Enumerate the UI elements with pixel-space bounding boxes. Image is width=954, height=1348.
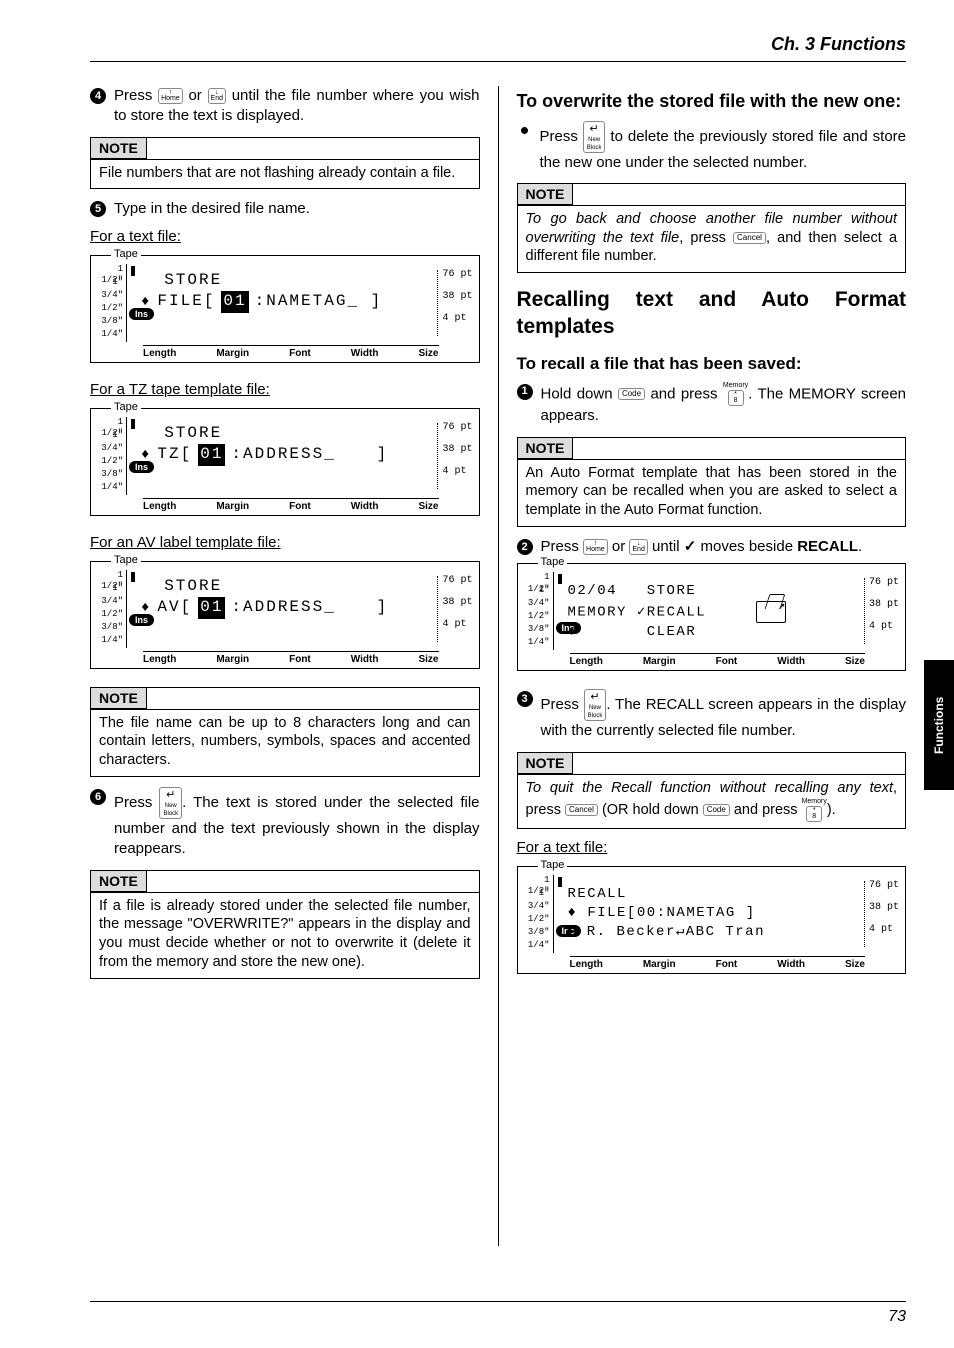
heading-overwrite: To overwrite the stored file with the ne…	[517, 90, 907, 113]
note-body: To go back and choose another file numbe…	[518, 206, 906, 273]
code-key: Code	[618, 388, 645, 400]
text: until	[652, 538, 680, 555]
step-num-1: 1	[517, 384, 533, 400]
note-box-quit: NOTE To quit the Recall function without…	[517, 752, 907, 829]
header-rule	[90, 61, 906, 62]
lcd-recall: Tape 1 1/2"1"3/4"1/2"3/8"1/4" Ins RECALL…	[517, 866, 907, 974]
left-column: 4 Press ↑Home or ↓End until the file num…	[90, 86, 480, 1246]
side-tab-functions: Functions	[924, 660, 954, 790]
text: and press	[650, 385, 717, 402]
chapter-header: Ch. 3 Functions	[90, 34, 906, 55]
enter-key: ↵NewBlock	[584, 689, 607, 721]
note-label: NOTE	[91, 138, 147, 159]
step-5: 5 Type in the desired file name.	[90, 199, 480, 219]
step-4: 4 Press ↑Home or ↓End until the file num…	[90, 86, 480, 127]
text: Type in the desired file name.	[114, 199, 310, 219]
bullet-overwrite: Press ↵NewBlock to delete the previously…	[517, 121, 907, 173]
bullet-dot	[521, 127, 528, 134]
step-num-3: 3	[517, 691, 533, 707]
note-body: File numbers that are not flashing alrea…	[91, 160, 479, 189]
right-column: To overwrite the stored file with the ne…	[517, 86, 907, 1246]
step-num-2: 2	[517, 539, 533, 555]
text: Press	[114, 87, 152, 104]
subhead-av: For an AV label template file:	[90, 534, 480, 551]
lcd-store-av: Tape 1 1/2"1"3/4"1/2"3/8"1/4" Ins STORE …	[90, 561, 480, 669]
lcd-content: STORE ♦ FILE[01:NAMETAG_ ]	[141, 270, 429, 313]
end-key: ↓End	[208, 88, 226, 105]
star8-key: *8	[728, 390, 744, 407]
note-body: If a file is already stored under the se…	[91, 893, 479, 978]
subhead-text-file-r: For a text file:	[517, 839, 907, 856]
step-6: 6 Press ↵NewBlock. The text is stored un…	[90, 787, 480, 860]
text: Press	[541, 696, 579, 713]
footer-rule	[90, 1301, 906, 1302]
step-num-6: 6	[90, 789, 106, 805]
note-body: An Auto Format template that has been st…	[518, 460, 906, 527]
note-box-3: NOTE If a file is already stored under t…	[90, 870, 480, 979]
cancel-key: Cancel	[565, 804, 598, 816]
subhead-text-file: For a text file:	[90, 228, 480, 245]
text: Hold down	[541, 385, 613, 402]
note-box-goback: NOTE To go back and choose another file …	[517, 183, 907, 274]
page-number: 73	[888, 1308, 906, 1326]
tape-scale: 1 1/2"1"3/4" 1/2"3/8"1/4"	[95, 264, 127, 342]
subhead-tz: For a TZ tape template file:	[90, 381, 480, 398]
step-num-4: 4	[90, 88, 106, 104]
lcd-store-tz: Tape 1 1/2"1"3/4"1/2"3/8"1/4" Ins STORE …	[90, 408, 480, 516]
open-file-icon: ↗	[756, 601, 786, 623]
tape-label: Tape	[111, 401, 141, 413]
note-body: The file name can be up to 8 characters …	[91, 710, 479, 777]
lcd-memory: Tape 1 1/2"1"3/4"1/2"3/8"1/4" Ins 02/04 …	[517, 563, 907, 671]
star8-key: *8	[806, 806, 822, 823]
tape-label: Tape	[538, 556, 568, 568]
heading-recall-saved: To recall a file that has been saved:	[517, 354, 907, 374]
enter-key: ↵NewBlock	[583, 121, 606, 153]
enter-key: ↵NewBlock	[159, 787, 182, 819]
column-divider	[498, 86, 499, 1246]
code-key: Code	[703, 804, 730, 816]
cancel-key: Cancel	[733, 232, 766, 244]
tape-label: Tape	[538, 859, 568, 871]
pt-scale: 76 pt38 pt4 pt	[437, 270, 472, 336]
text: Press	[114, 794, 152, 811]
text: or	[612, 538, 625, 555]
note-label: NOTE	[518, 753, 574, 774]
step-r3: 3 Press ↵NewBlock. The RECALL screen app…	[517, 689, 907, 741]
check-icon: ✓	[684, 538, 697, 555]
note-label: NOTE	[91, 871, 147, 892]
text: or	[188, 87, 201, 104]
text: Press	[540, 127, 578, 144]
note-box-2: NOTE The file name can be up to 8 charac…	[90, 687, 480, 778]
tape-label: Tape	[111, 248, 141, 260]
text-recall: RECALL	[797, 538, 858, 555]
lcd-bottom: LengthMarginFontWidthSize	[143, 345, 439, 359]
end-key: ↓End	[629, 539, 647, 556]
note-label: NOTE	[91, 688, 147, 709]
lcd-store-file: Tape 1 1/2"1"3/4" 1/2"3/8"1/4" Ins STORE…	[90, 255, 480, 363]
home-key: ↑Home	[158, 88, 183, 105]
step-num-5: 5	[90, 201, 106, 217]
note-box-auto: NOTE An Auto Format template that has be…	[517, 437, 907, 528]
text: Press	[541, 538, 579, 555]
tape-label: Tape	[111, 554, 141, 566]
note-box-1: NOTE File numbers that are not flashing …	[90, 137, 480, 190]
note-label: NOTE	[518, 184, 574, 205]
step-r2: 2 Press ↑Home or ↓End until ✓ moves besi…	[517, 537, 907, 557]
home-key: ↑Home	[583, 539, 608, 556]
note-body: To quit the Recall function without reca…	[518, 775, 906, 828]
step-r1: 1 Hold down Code and press Memory*8. The…	[517, 382, 907, 427]
heading-recalling: Recalling text and Auto Format templates	[517, 287, 907, 340]
note-label: NOTE	[518, 438, 574, 459]
text: moves beside	[700, 538, 793, 555]
